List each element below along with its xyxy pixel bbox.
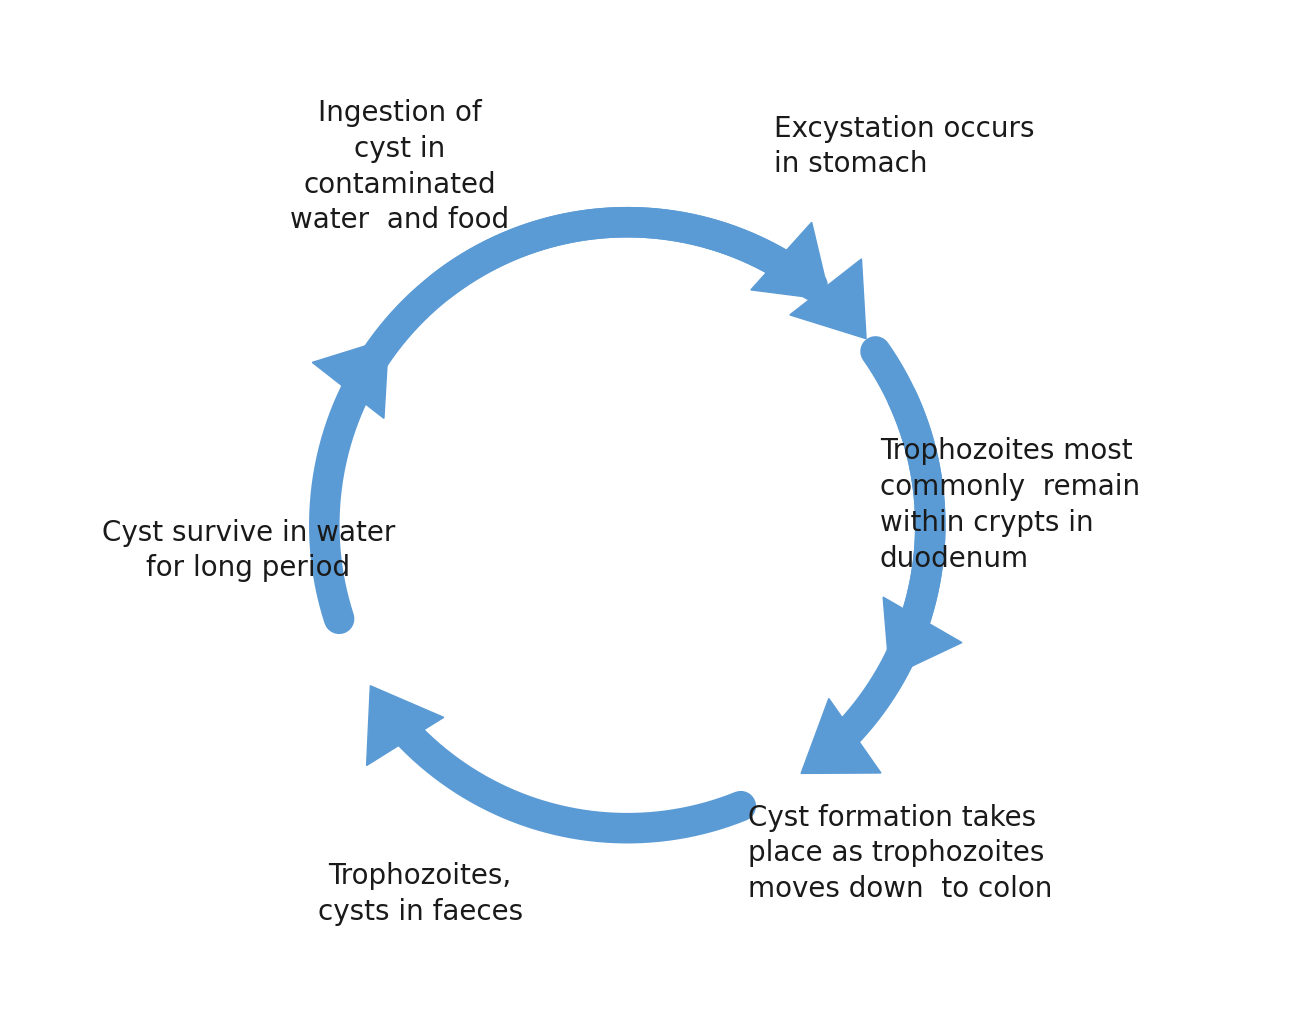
Polygon shape xyxy=(751,222,830,300)
Text: Trophozoites,
cysts in faeces: Trophozoites, cysts in faeces xyxy=(317,862,523,926)
Text: Trophozoites most
commonly  remain
within crypts in
duodenum: Trophozoites most commonly remain within… xyxy=(879,437,1140,573)
Polygon shape xyxy=(790,259,866,338)
Text: Ingestion of
cyst in
contaminated
water  and food: Ingestion of cyst in contaminated water … xyxy=(290,99,510,234)
Polygon shape xyxy=(802,699,881,774)
Text: Excystation occurs
in stomach: Excystation occurs in stomach xyxy=(773,114,1035,179)
Text: Cyst formation takes
place as trophozoites
moves down  to colon: Cyst formation takes place as trophozoit… xyxy=(749,804,1053,903)
Polygon shape xyxy=(366,686,444,766)
Text: Cyst survive in water
for long period: Cyst survive in water for long period xyxy=(102,518,395,583)
Polygon shape xyxy=(883,597,962,677)
Polygon shape xyxy=(312,338,388,418)
